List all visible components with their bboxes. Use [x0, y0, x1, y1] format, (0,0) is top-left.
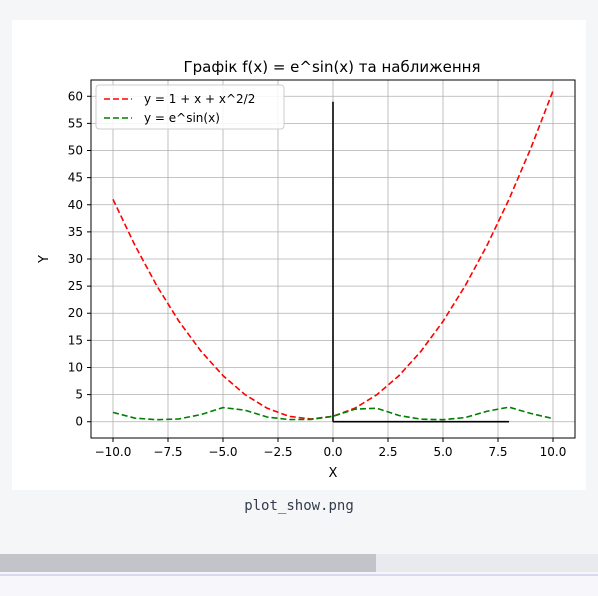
x-tick-label: −7.5	[153, 445, 182, 459]
y-tick-label: 0	[75, 415, 83, 429]
x-tick-label: 10.0	[540, 445, 567, 459]
plot-image: Графік f(x) = e^sin(x) та наближення −10…	[12, 20, 586, 490]
scrollbar-thumb[interactable]	[0, 554, 376, 572]
legend-label: y = e^sin(x)	[144, 111, 220, 125]
legend-box	[95, 84, 285, 130]
y-tick-label: 15	[68, 333, 83, 347]
chart-title: Графік f(x) = e^sin(x) та наближення	[184, 58, 481, 76]
y-tick-label: 25	[68, 279, 83, 293]
y-tick-label: 35	[68, 225, 83, 239]
x-tick-label: 7.5	[488, 445, 507, 459]
bottom-panel	[0, 576, 598, 596]
y-tick-label: 50	[68, 144, 83, 158]
y-tick-label: 30	[68, 252, 83, 266]
y-axis-label: Y	[37, 255, 52, 264]
y-tick-label: 20	[68, 306, 83, 320]
x-tick-label: −10.0	[95, 445, 132, 459]
x-tick-label: −5.0	[208, 445, 237, 459]
divider	[0, 574, 598, 576]
x-tick-label: 5.0	[433, 445, 452, 459]
chart: Графік f(x) = e^sin(x) та наближення −10…	[12, 20, 586, 490]
y-tick-label: 55	[68, 116, 83, 130]
y-tick-label: 60	[68, 89, 83, 103]
y-tick-label: 5	[75, 388, 83, 402]
chart-legend: y = 1 + x + x^2/2 y = e^sin(x)	[95, 84, 285, 130]
plot-lines	[112, 90, 554, 423]
y-tick-label: 40	[68, 198, 83, 212]
y-tick-label: 45	[68, 171, 83, 185]
series-line-2	[112, 406, 554, 421]
x-tick-label: 2.5	[378, 445, 397, 459]
image-filename[interactable]: plot_show.png	[244, 498, 354, 514]
x-axis-label: X	[329, 466, 338, 481]
x-tick-label: 0.0	[323, 445, 342, 459]
axis-ticks: −10.0 −7.5 −5.0 −2.5 0.0 2.5 5.0 7.5 10.0 0 5 10 15 2…	[68, 89, 567, 459]
series-line-1	[112, 90, 554, 420]
y-tick-label: 10	[68, 360, 83, 374]
horizontal-scrollbar[interactable]	[0, 554, 598, 572]
x-tick-label: −2.5	[263, 445, 292, 459]
legend-label: y = 1 + x + x^2/2	[144, 92, 255, 106]
